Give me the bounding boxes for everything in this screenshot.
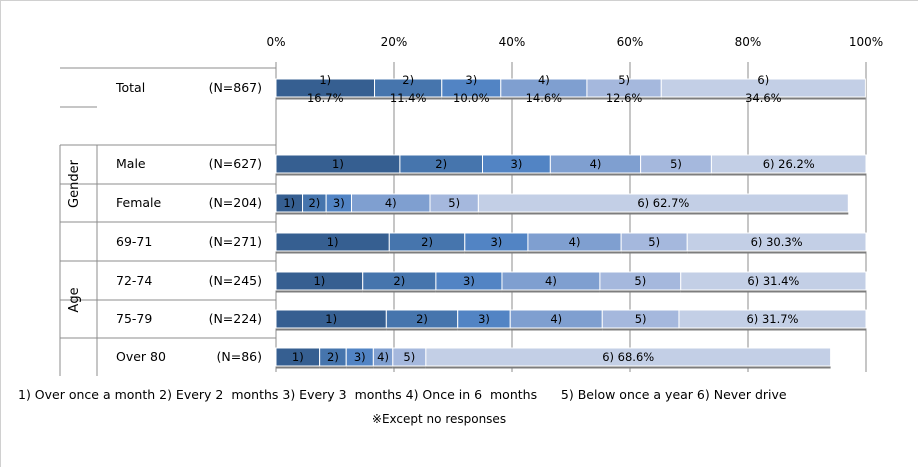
bar-data-label: 3) xyxy=(478,312,490,326)
row-n-label: (N=224) xyxy=(209,311,262,326)
bar-data-label: 5) xyxy=(670,157,682,171)
row-n-label: (N=867) xyxy=(209,80,262,95)
bar-data-label: 3) xyxy=(333,196,345,210)
bar-data-label: 3) xyxy=(465,73,477,87)
bar-data-label: 2) xyxy=(435,157,447,171)
bar-data-label: 4) xyxy=(538,73,550,87)
bar-data-label: 5) xyxy=(635,312,647,326)
left-ruler xyxy=(0,0,1,467)
bar-data-label: 10.0% xyxy=(453,91,490,105)
row-category-label: Female xyxy=(116,195,162,210)
bar-data-label: 1) xyxy=(319,73,331,87)
row-category-label: 72-74 xyxy=(116,273,152,288)
bar-data-label: 4) xyxy=(545,274,557,288)
bar-data-label: 6) 68.6% xyxy=(602,350,654,364)
legend-text: 1) Over once a month 2) Every 2 months 3… xyxy=(18,387,787,402)
bar-data-label: 11.4% xyxy=(390,91,427,105)
bar-data-label: 2) xyxy=(393,274,405,288)
bar-data-label: 2) xyxy=(421,235,433,249)
bar-data-label: 4) xyxy=(590,157,602,171)
row-n-label: (N=627) xyxy=(209,156,262,171)
bar-data-label: 3) xyxy=(354,350,366,364)
footnote: ※Except no responses xyxy=(372,412,506,426)
bar-data-label: 12.6% xyxy=(606,91,643,105)
x-tick-label: 0% xyxy=(266,35,285,49)
bar-segment xyxy=(425,347,832,367)
bar-data-label: 2) xyxy=(327,350,339,364)
x-tick-label: 100% xyxy=(849,35,883,49)
bar-data-label: 1) xyxy=(332,157,344,171)
bar-data-label: 3) xyxy=(511,157,523,171)
bar-segment xyxy=(686,232,867,252)
bar-data-label: 1) xyxy=(325,312,337,326)
bar-segment xyxy=(660,78,866,98)
bar-data-label: 1) xyxy=(313,274,325,288)
bar-data-label: 5) xyxy=(403,350,415,364)
bar-data-label: 5) xyxy=(648,235,660,249)
bar-data-label: 34.6% xyxy=(745,91,782,105)
bar-data-label: 14.6% xyxy=(526,91,563,105)
bar-data-label: 5) xyxy=(634,274,646,288)
bar-data-label: 6) 26.2% xyxy=(763,157,815,171)
x-tick-label: 60% xyxy=(617,35,644,49)
bar-data-label: 2) xyxy=(416,312,428,326)
bar-data-label: 6) 62.7% xyxy=(637,196,689,210)
bar-data-label: 1) xyxy=(292,350,304,364)
bar-data-label: 3) xyxy=(490,235,502,249)
bar-data-label: 1) xyxy=(327,235,339,249)
bar-data-label: 2) xyxy=(308,196,320,210)
row-category-label: 75-79 xyxy=(116,311,152,326)
bar-segment xyxy=(678,309,867,329)
bar-data-label: 6) 31.4% xyxy=(747,274,799,288)
bar-segment xyxy=(710,154,867,174)
row-category-label: Over 80 xyxy=(116,349,166,364)
bar-data-label: 5) xyxy=(448,196,460,210)
bar-data-label: 6) xyxy=(757,73,769,87)
bar-segment xyxy=(680,271,867,291)
row-n-label: (N=271) xyxy=(209,234,262,249)
bar-data-label: 5) xyxy=(618,73,630,87)
row-n-label: (N=86) xyxy=(217,349,262,364)
bar-data-label: 4) xyxy=(550,312,562,326)
bar-data-label: 4) xyxy=(385,196,397,210)
top-ruler xyxy=(0,0,918,1)
row-category-label: Male xyxy=(116,156,146,171)
bar-segment xyxy=(477,193,849,213)
group-label: Gender xyxy=(67,159,82,208)
x-tick-label: 40% xyxy=(499,35,526,49)
bar-data-label: 4) xyxy=(569,235,581,249)
bar-data-label: 6) 31.7% xyxy=(746,312,798,326)
bar-data-label: 16.7% xyxy=(307,91,344,105)
group-label: Age xyxy=(67,287,82,312)
row-n-label: (N=204) xyxy=(209,195,262,210)
bar-data-label: 1) xyxy=(283,196,295,210)
x-tick-label: 20% xyxy=(381,35,408,49)
row-category-label: Total xyxy=(115,80,145,95)
bar-data-label: 3) xyxy=(463,274,475,288)
bar-data-label: 6) 30.3% xyxy=(751,235,803,249)
x-tick-label: 80% xyxy=(735,35,762,49)
bar-data-label: 4) xyxy=(377,350,389,364)
row-category-label: 69-71 xyxy=(116,234,152,249)
row-n-label: (N=245) xyxy=(209,273,262,288)
bar-data-label: 2) xyxy=(402,73,414,87)
